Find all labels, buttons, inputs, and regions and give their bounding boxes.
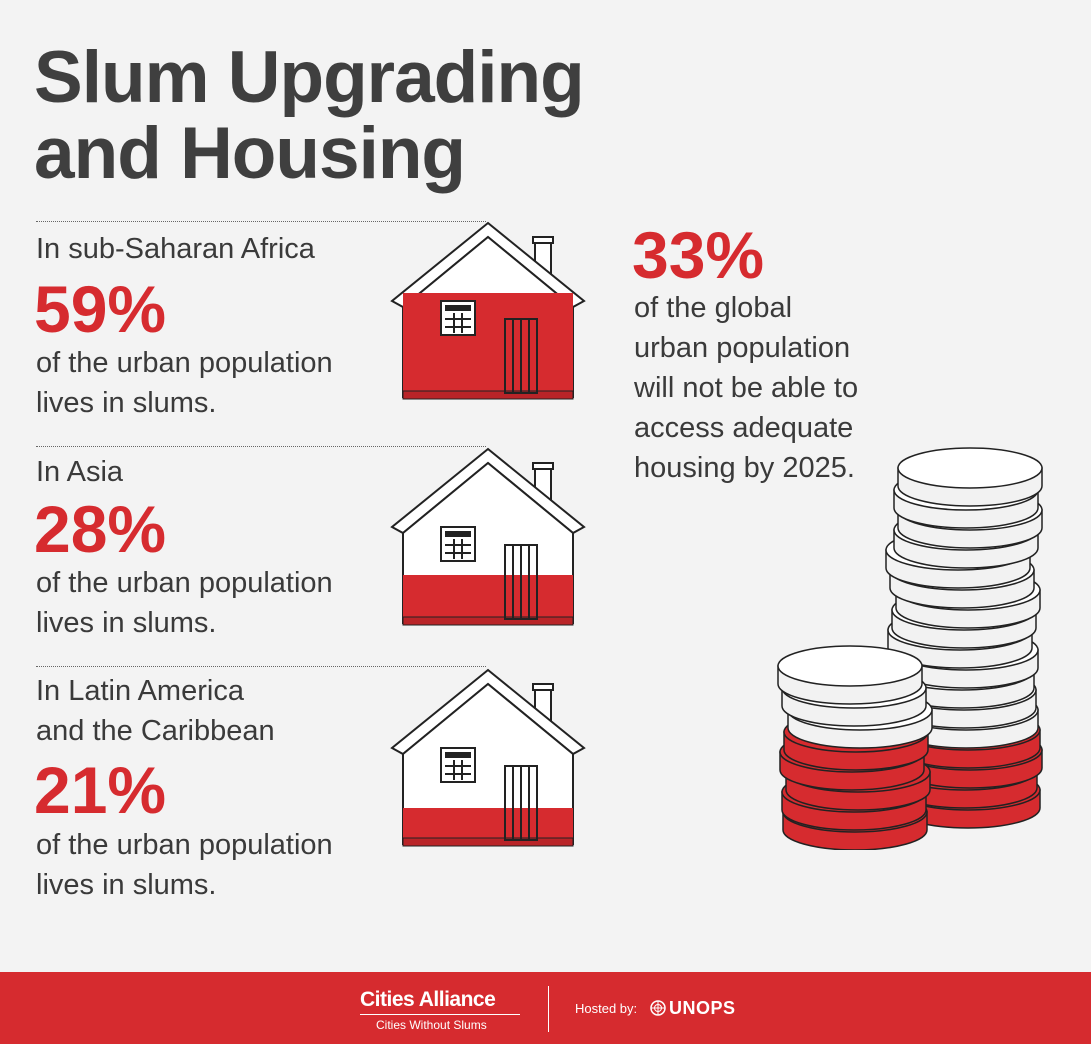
region-label: In Asia — [36, 456, 124, 488]
global-stat-percent: 33% — [632, 218, 765, 292]
house-icon-fill-28 — [390, 447, 586, 626]
page-title: Slum Upgrading and Housing — [34, 37, 585, 194]
section-divider — [36, 666, 486, 667]
house-icon-fill-59 — [390, 221, 586, 400]
title-line-2: and Housing — [34, 113, 466, 194]
stat-percent: 59% — [34, 272, 167, 346]
stat-description: of the urban population lives in slums. — [36, 347, 333, 419]
un-emblem-icon — [650, 1000, 666, 1016]
hosted-by-label: Hosted by: — [575, 1001, 638, 1016]
region-label: In sub-Saharan Africa — [36, 233, 315, 265]
coin — [897, 447, 1043, 489]
unops-logo: UNOPS — [669, 998, 736, 1018]
title-line-1: Slum Upgrading — [34, 37, 585, 118]
coin-stacks-icon — [777, 447, 1043, 850]
stat-percent: 21% — [34, 753, 167, 827]
stat-description: of the urban population lives in slums. — [36, 567, 333, 639]
stat-percent: 28% — [34, 492, 167, 566]
cities-alliance-logo: Cities Alliance — [360, 988, 496, 1011]
footer-divider — [548, 986, 549, 1032]
region-label: In Latin America and the Caribbean — [36, 675, 275, 747]
section-divider — [36, 221, 486, 222]
footer-bar: Cities Alliance Cities Without Slums Hos… — [0, 972, 1091, 1044]
stat-description: of the urban population lives in slums. — [36, 829, 333, 901]
global-stat-description: of the global urban population will not … — [634, 292, 859, 484]
house-icon-fill-21 — [390, 668, 586, 847]
section-divider — [36, 446, 486, 447]
logo-tagline: Cities Without Slums — [376, 1018, 487, 1032]
coin — [777, 645, 923, 687]
logo-underline — [360, 1014, 520, 1015]
